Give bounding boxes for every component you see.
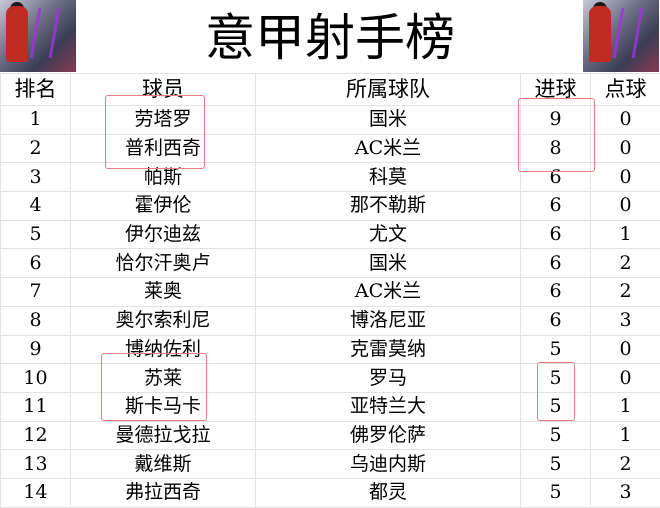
highlight-box-goals-top — [518, 98, 595, 172]
cell-team: AC米兰 — [256, 134, 521, 163]
cell-penalties: 3 — [591, 478, 660, 507]
cell-rank: 9 — [1, 335, 71, 364]
highlight-box-goals-mid — [537, 362, 575, 421]
cell-team: 博洛尼亚 — [256, 306, 521, 335]
cell-rank: 13 — [1, 450, 71, 479]
cell-penalties: 0 — [591, 134, 660, 163]
cell-penalties: 1 — [591, 392, 660, 421]
anime-illustration-image — [583, 0, 659, 72]
cell-penalties: 2 — [591, 249, 660, 278]
cell-goals: 6 — [521, 278, 591, 307]
cell-penalties: 0 — [591, 106, 660, 135]
cell-goals: 5 — [521, 478, 591, 507]
cell-rank: 6 — [1, 249, 71, 278]
cell-penalties: 0 — [591, 163, 660, 192]
page-title: 意甲射手榜 — [0, 0, 660, 72]
cell-player: 莱奥 — [71, 278, 256, 307]
cell-rank: 11 — [1, 392, 71, 421]
cell-team: 都灵 — [256, 478, 521, 507]
cell-penalties: 2 — [591, 278, 660, 307]
cell-team: 国米 — [256, 249, 521, 278]
cell-player: 弗拉西奇 — [71, 478, 256, 507]
cell-team: 乌迪内斯 — [256, 450, 521, 479]
cell-player: 霍伊伦 — [71, 192, 256, 221]
cell-rank: 1 — [1, 106, 71, 135]
cell-rank: 3 — [1, 163, 71, 192]
cell-player: 伊尔迪兹 — [71, 220, 256, 249]
cell-team: 罗马 — [256, 364, 521, 393]
cell-goals: 5 — [521, 450, 591, 479]
highlight-box-players-mid — [101, 353, 207, 421]
cell-goals: 5 — [521, 335, 591, 364]
cell-team: 克雷莫纳 — [256, 335, 521, 364]
header-penalties: 点球 — [591, 74, 660, 106]
header-rank: 排名 — [1, 74, 71, 106]
cell-rank: 12 — [1, 421, 71, 450]
cell-team: 那不勒斯 — [256, 192, 521, 221]
cell-rank: 2 — [1, 134, 71, 163]
cell-rank: 8 — [1, 306, 71, 335]
cell-penalties: 1 — [591, 421, 660, 450]
cell-team: 国米 — [256, 106, 521, 135]
cell-player: 奥尔索利尼 — [71, 306, 256, 335]
cell-player: 曼德拉戈拉 — [71, 421, 256, 450]
cell-team: AC米兰 — [256, 278, 521, 307]
cell-goals: 6 — [521, 249, 591, 278]
cell-team: 尤文 — [256, 220, 521, 249]
cell-goals: 6 — [521, 192, 591, 221]
cell-penalties: 2 — [591, 450, 660, 479]
cell-penalties: 3 — [591, 306, 660, 335]
cell-penalties: 1 — [591, 220, 660, 249]
cell-goals: 6 — [521, 220, 591, 249]
cell-penalties: 0 — [591, 364, 660, 393]
cell-goals: 5 — [521, 421, 591, 450]
cell-penalties: 0 — [591, 335, 660, 364]
cell-rank: 10 — [1, 364, 71, 393]
cell-player: 恰尔汗奥卢 — [71, 249, 256, 278]
cell-rank: 7 — [1, 278, 71, 307]
cell-rank: 5 — [1, 220, 71, 249]
cell-team: 亚特兰大 — [256, 392, 521, 421]
cell-player: 戴维斯 — [71, 450, 256, 479]
cell-penalties: 0 — [591, 192, 660, 221]
header-team: 所属球队 — [256, 74, 521, 106]
cell-rank: 4 — [1, 192, 71, 221]
cell-rank: 14 — [1, 478, 71, 507]
cell-team: 科莫 — [256, 163, 521, 192]
cell-goals: 6 — [521, 306, 591, 335]
highlight-box-players-top — [105, 95, 205, 169]
cell-team: 佛罗伦萨 — [256, 421, 521, 450]
